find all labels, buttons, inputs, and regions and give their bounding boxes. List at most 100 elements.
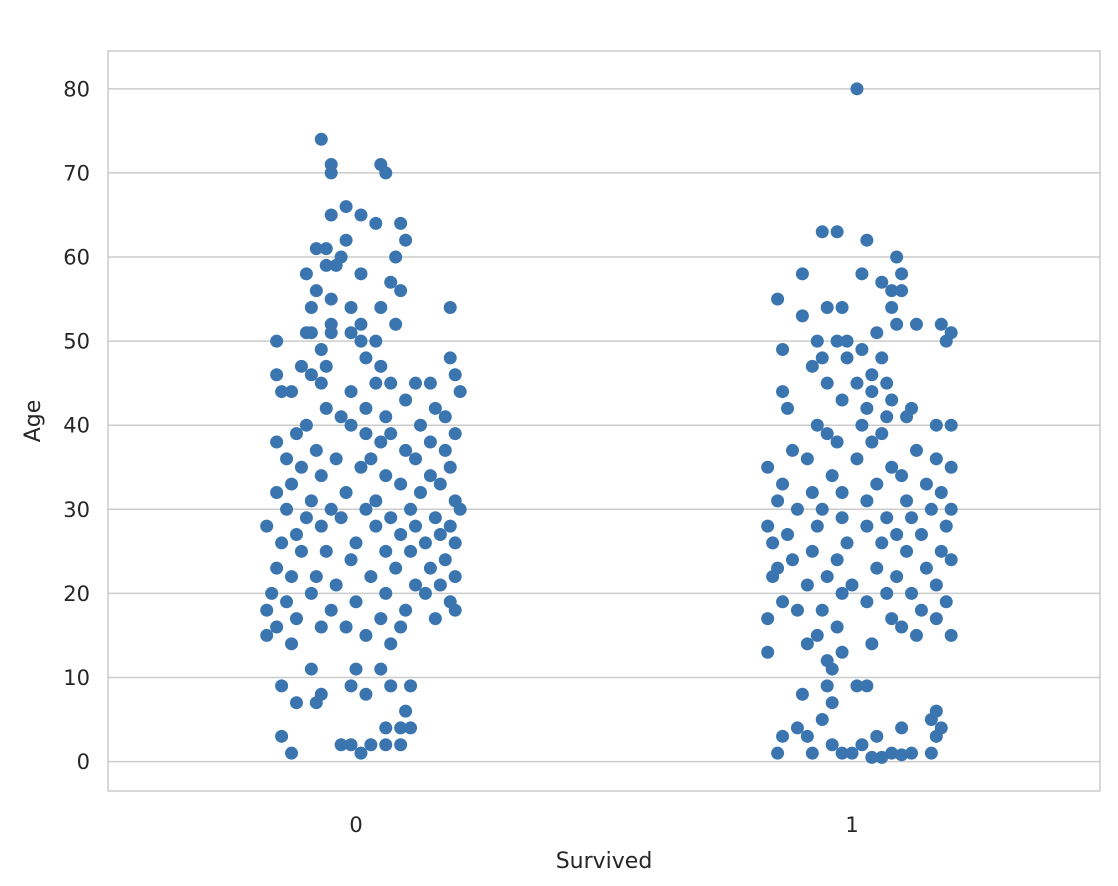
data-point [448,570,462,584]
data-point [294,359,308,373]
data-point [900,494,914,508]
y-tick-label: 80 [63,77,90,101]
data-point [860,679,874,693]
y-tick-label: 60 [63,246,90,270]
data-point [875,351,889,365]
data-point [285,570,299,584]
data-point [260,603,274,617]
data-point [299,418,313,432]
data-point [944,460,958,474]
data-point [379,469,393,483]
data-point [364,570,378,584]
data-point [334,410,348,424]
data-point [865,385,879,399]
data-point [270,620,284,634]
data-point [374,435,388,449]
data-point [805,485,819,499]
data-point [438,553,452,567]
data-point [409,519,423,533]
y-tick-label: 10 [63,666,90,690]
data-point [895,267,909,281]
data-point [394,721,408,735]
data-point [344,326,358,340]
data-point [394,216,408,230]
data-point [934,317,948,331]
data-point [294,544,308,558]
y-tick-label: 0 [77,750,90,774]
data-point [399,443,413,457]
data-point [404,502,418,516]
data-point [855,418,869,432]
data-point [339,233,353,247]
data-point [329,258,343,272]
data-point [895,469,909,483]
data-point [870,561,884,575]
data-point [438,410,452,424]
data-point [443,519,457,533]
data-point [428,612,442,626]
data-point [815,351,829,365]
data-point [428,401,442,415]
data-point [875,536,889,550]
data-point [875,427,889,441]
data-point [909,628,923,642]
data-point [825,696,839,710]
data-point [790,603,804,617]
data-point [394,528,408,542]
data-point [835,485,849,499]
data-point [776,477,790,491]
data-point [413,485,427,499]
data-point [776,595,790,609]
data-point [344,738,358,752]
data-point [875,750,889,764]
data-point [810,334,824,348]
data-point [394,477,408,491]
data-point [423,435,437,449]
data-point [379,544,393,558]
data-point [880,586,894,600]
data-point [304,494,318,508]
data-point [369,519,383,533]
x-tick-label: 0 [349,813,362,837]
data-point [443,351,457,365]
data-point [820,376,834,390]
data-point [344,385,358,399]
data-point [270,561,284,575]
data-point [324,208,338,222]
data-point [840,334,854,348]
data-point [423,561,437,575]
data-point [384,637,398,651]
data-point [865,637,879,651]
data-point [924,502,938,516]
data-point [294,460,308,474]
data-point [324,292,338,306]
data-point [369,494,383,508]
data-point [934,544,948,558]
data-point [413,418,427,432]
data-point [309,242,323,256]
data-point [448,427,462,441]
data-point [766,570,780,584]
data-point [309,284,323,298]
data-point [270,435,284,449]
data-point [939,334,953,348]
data-point [776,729,790,743]
data-point [319,544,333,558]
data-point [319,401,333,415]
data-point [805,746,819,760]
data-point [860,519,874,533]
data-point [895,721,909,735]
data-point [260,628,274,642]
data-point [354,746,368,760]
data-point [304,662,318,676]
data-point [389,250,403,264]
data-point [384,376,398,390]
data-point [825,469,839,483]
data-point [795,687,809,701]
data-point [339,200,353,214]
data-point [880,511,894,525]
data-point [934,485,948,499]
data-point [939,519,953,533]
y-tick-label: 20 [63,582,90,606]
data-point [433,528,447,542]
